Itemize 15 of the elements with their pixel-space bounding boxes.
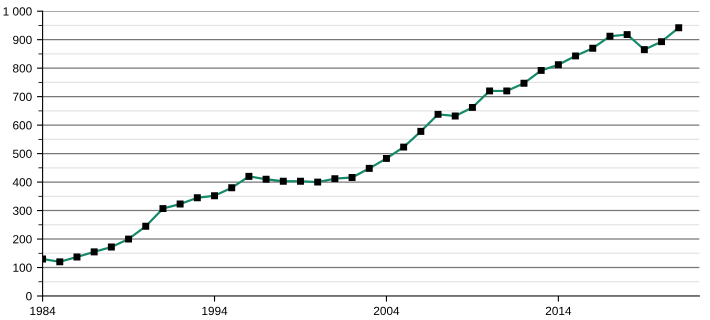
y-tick-label: 0 [26, 292, 32, 300]
y-tick-label: 300 [12, 206, 32, 215]
y-tick-label: 1 000 [4, 7, 32, 16]
y-tick-label: 600 [13, 121, 32, 130]
x-tick-label: 1984 [30, 306, 56, 316]
x-tick-label: 2014 [546, 306, 572, 316]
y-tick-label: 500 [12, 150, 32, 158]
x-tick-label: 1994 [202, 306, 228, 316]
y-tick-label: 200 [13, 235, 32, 244]
y-tick-label: 800 [13, 64, 32, 73]
y-tick-label: 400 [12, 178, 32, 186]
x-tick-label: 2004 [374, 306, 400, 316]
y-tick-label: 900 [13, 36, 32, 44]
y-tick-label: 700 [13, 92, 32, 102]
y-tick-label: 100 [13, 264, 32, 272]
